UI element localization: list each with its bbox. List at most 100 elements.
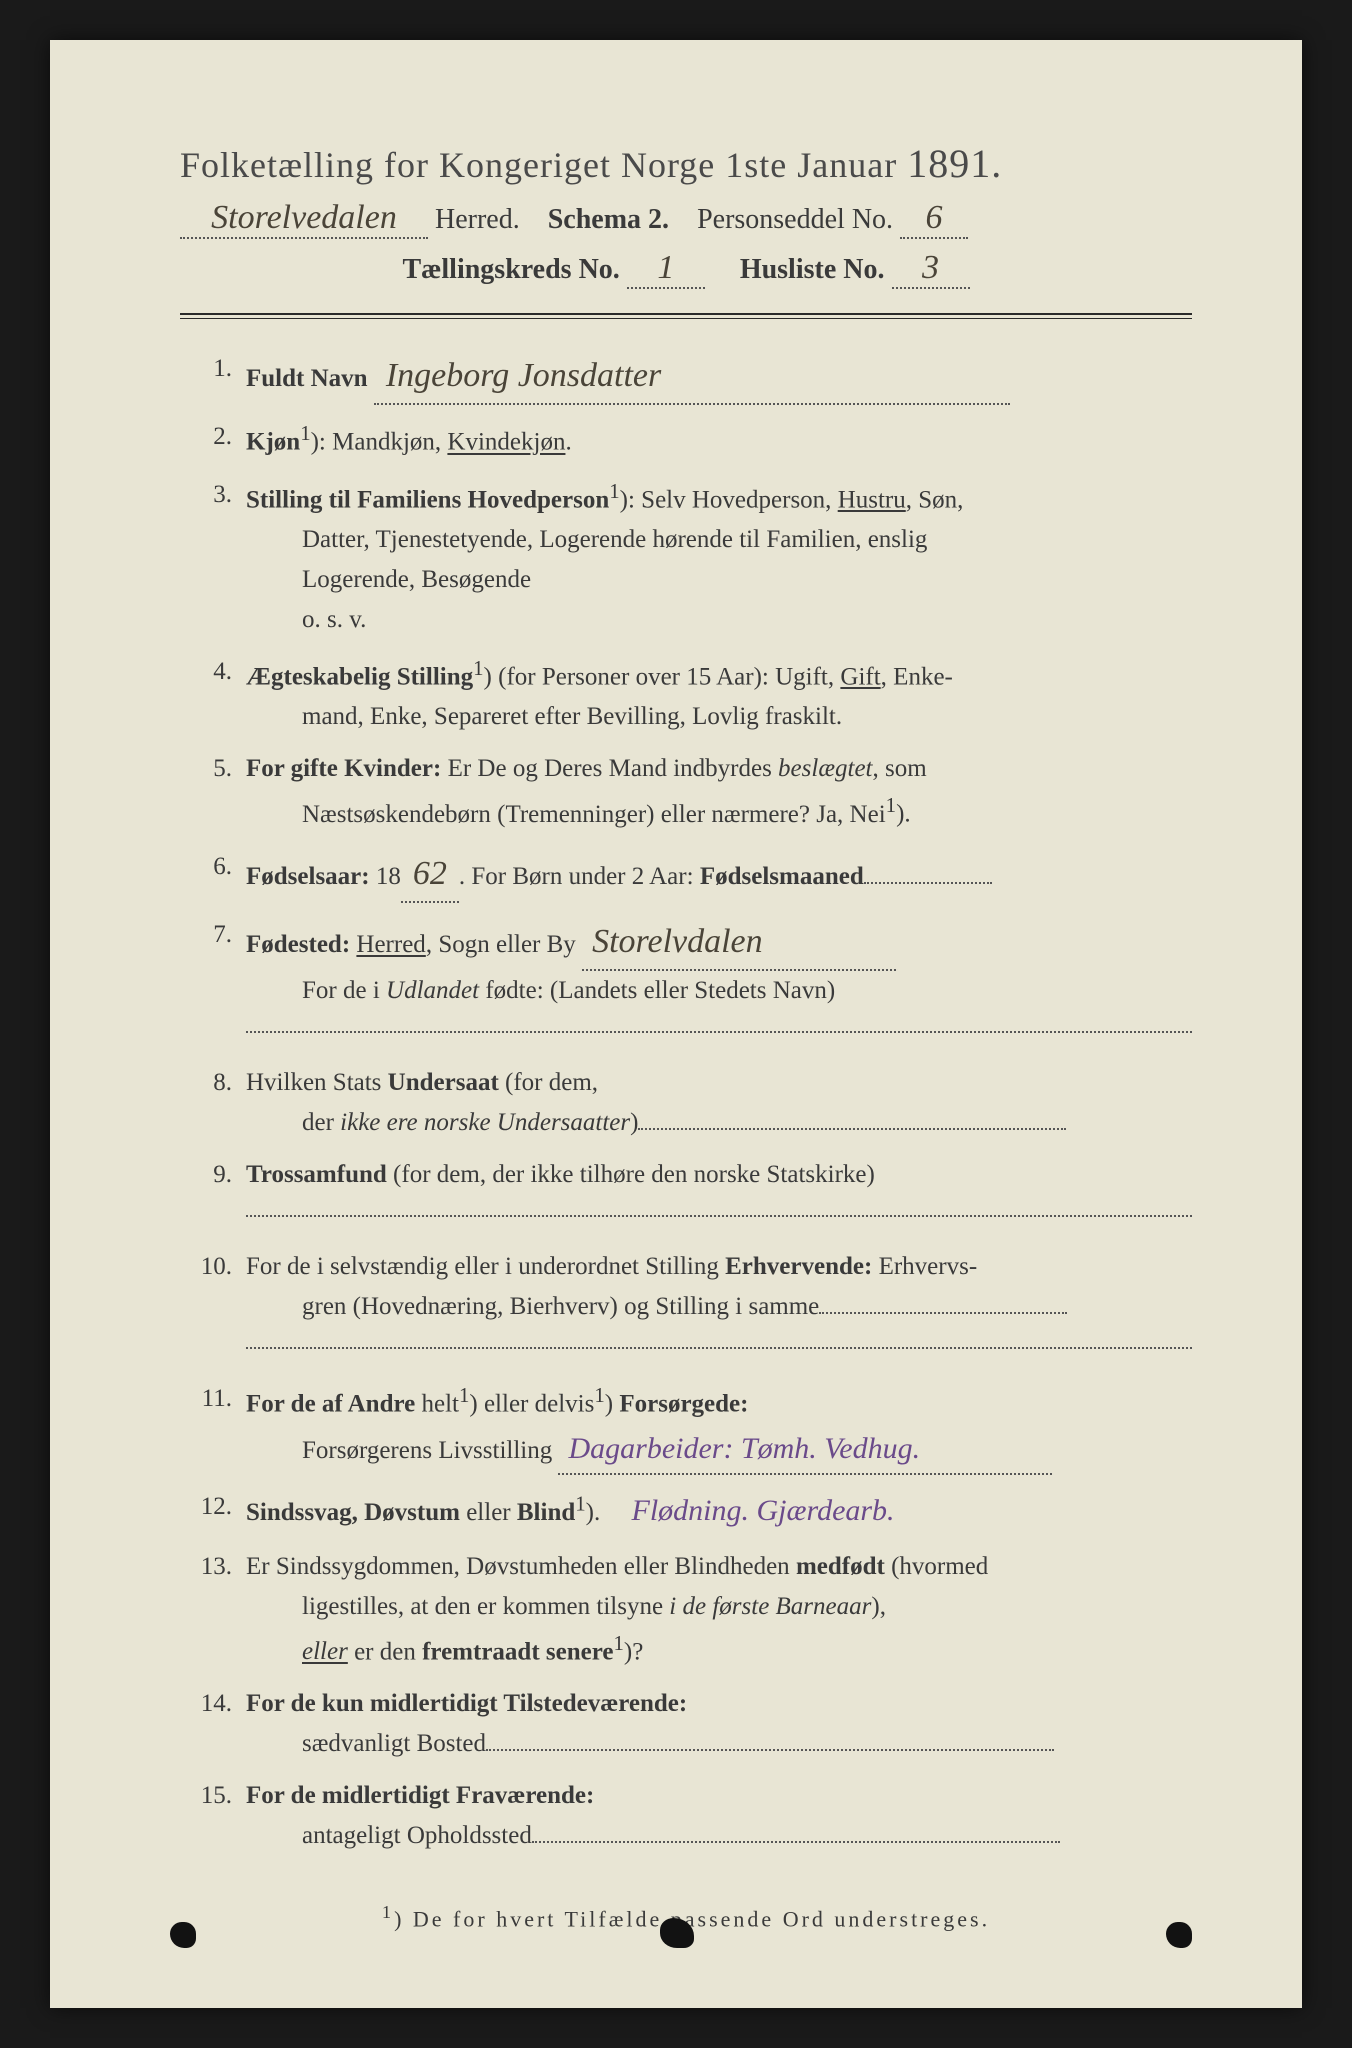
field-13-line3a: er den [348,1638,422,1665]
main-title: Folketælling for Kongeriget Norge 1ste J… [180,140,1192,187]
header-row-2: Storelvedalen Herred. Schema 2. Personse… [180,199,1192,239]
field-4-line1b: , Enke- [881,663,953,690]
field-8-line2b: ) [630,1109,638,1136]
schema-label: Schema 2. [548,204,669,235]
field-12-label: Sindssvag, Døvstum [246,1499,460,1526]
husliste-label: Husliste No. [740,254,885,285]
field-3-line4: o. s. v. [246,606,366,633]
field-6-texta: . For Børn under 2 Aar: [459,863,700,890]
field-13-sup: 1 [613,1631,623,1655]
field-14-blank [486,1749,1054,1751]
title-text: Folketælling for Kongeriget Norge 1ste J… [180,145,897,185]
field-13-label1: medfødt [796,1553,885,1580]
field-13-line3b: )? [624,1638,643,1665]
field-5-sup: 1 [886,793,896,817]
punch-hole-left [170,1922,196,1948]
field-15-num: 15. [180,1776,246,1816]
field-13-line2b: ), [871,1593,886,1620]
field-12-value: Flødning. Gjærdearb. [632,1494,895,1527]
field-14-label: For de kun midlertidigt Tilstedeværende: [246,1690,687,1717]
field-4-num: 4. [180,652,246,692]
field-10-blank [819,1312,1067,1314]
header-row-3: Tællingskreds No. 1 Husliste No. 3 [180,249,1192,289]
field-3-line1a: ): Selv Hovedperson, [620,486,838,513]
personseddel-label: Personseddel No. [697,204,893,235]
field-7-textb: , Sogn eller By [426,931,576,958]
field-3-line2: Datter, Tjenestetyende, Logerende hørend… [246,526,927,553]
field-6-prefix: 18 [370,863,401,890]
field-13: 13. Er Sindssygdommen, Døvstumheden elle… [180,1547,1192,1672]
field-7-dotted [246,1029,1192,1033]
field-1: 1. Fuldt Navn Ingeborg Jonsdatter [180,349,1192,405]
field-13-line2i: i de første Barneaar [669,1593,871,1620]
field-3-sup: 1 [609,479,619,503]
field-10-line1a: For de i selvstændig eller i underordnet… [246,1253,725,1280]
kreds-label: Tællingskreds No. [402,254,619,285]
field-3-num: 3. [180,475,246,515]
field-12-textb: ). [586,1499,601,1526]
field-7-num: 7. [180,915,246,955]
field-15-blank [532,1841,1060,1843]
field-15-line2: antageligt Opholdssted [246,1822,532,1849]
horizontal-rule [180,313,1192,319]
field-14: 14. For de kun midlertidigt Tilstedevære… [180,1684,1192,1764]
husliste-value: 3 [892,249,970,289]
field-9-label: Trossamfund [246,1161,387,1188]
field-3: 3. Stilling til Familiens Hovedperson1):… [180,475,1192,640]
field-4-line1u: Gift [840,663,880,690]
field-13-label2: fremtraadt senere [422,1638,613,1665]
field-12-num: 12. [180,1487,246,1527]
field-1-label: Fuldt Navn [246,365,368,392]
field-10-line1b: Erhvervs- [872,1253,977,1280]
field-9: 9. Trossamfund (for dem, der ikke tilhør… [180,1155,1192,1235]
field-9-dotted [246,1213,1192,1217]
field-6-label2: Fødselsmaaned [700,863,864,890]
field-1-num: 1. [180,349,246,389]
field-12-texta: eller [460,1499,517,1526]
field-2-underlined: Kvindekjøn [447,429,565,456]
title-year: 1891. [907,141,1002,186]
field-8-num: 8. [180,1063,246,1103]
field-3-label: Stilling til Familiens Hovedperson [246,486,609,513]
field-4-line2: mand, Enke, Separeret efter Bevilling, L… [246,703,842,730]
field-4-sup: 1 [473,656,483,680]
field-15: 15. For de midlertidigt Fraværende: anta… [180,1776,1192,1856]
field-8: 8. Hvilken Stats Undersaat (for dem, der… [180,1063,1192,1143]
field-8-line2i: ikke ere norske Undersaatter [340,1109,630,1136]
field-2: 2. Kjøn1): Mandkjøn, Kvindekjøn. [180,417,1192,462]
field-5-label: For gifte Kvinder: [246,755,441,782]
field-7: 7. Fødested: Herred, Sogn eller By Store… [180,915,1192,1051]
field-6: 6. Fødselsaar: 1862. For Børn under 2 Aa… [180,847,1192,903]
field-8-line2a: der [246,1109,340,1136]
field-6-blank [864,882,992,884]
kreds-value: 1 [627,249,705,289]
field-12: 12. Sindssvag, Døvstum eller Blind1). Fl… [180,1487,1192,1535]
field-2-text-a: ): Mandkjøn, [311,429,448,456]
field-11-label: For de af Andre [246,1391,415,1418]
personseddel-value: 6 [900,199,968,239]
field-14-line2: sædvanligt Bosted [246,1730,486,1757]
field-11-texta: helt [415,1391,459,1418]
field-10-line2: gren (Hovednæring, Bierhverv) og Stillin… [246,1293,819,1320]
field-9-num: 9. [180,1155,246,1195]
field-5-num: 5. [180,749,246,789]
field-4: 4. Ægteskabelig Stilling1) (for Personer… [180,652,1192,737]
field-7-line2b: fødte: (Landets eller Stedets Navn) [479,977,835,1004]
census-form-page: Folketælling for Kongeriget Norge 1ste J… [50,40,1302,2008]
field-10-num: 10. [180,1247,246,1287]
field-7-line2i: Udlandet [386,977,479,1004]
field-11-line2: Forsørgerens Livsstilling [246,1437,552,1464]
field-8-line1a: Hvilken Stats [246,1069,388,1096]
field-11-num: 11. [180,1379,246,1419]
field-10-dotted [246,1345,1192,1349]
herred-label: Herred. [435,204,520,235]
field-2-text-b: . [565,429,571,456]
field-8-label: Undersaat [388,1069,499,1096]
field-2-label: Kjøn [246,429,300,456]
field-7-value: Storelvdalen [582,915,896,971]
field-9-text: (for dem, der ikke tilhøre den norske St… [387,1161,875,1188]
field-11-sup1: 1 [459,1383,469,1407]
field-1-value: Ingeborg Jonsdatter [374,349,1010,405]
punch-hole-right [1166,1922,1192,1948]
field-13-line3i: eller [246,1638,348,1665]
